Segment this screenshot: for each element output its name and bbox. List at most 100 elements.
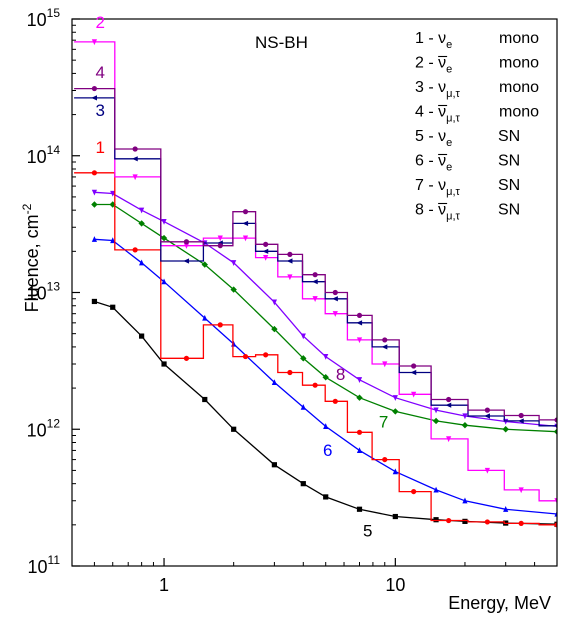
data-point (392, 513, 398, 520)
data-point (91, 298, 98, 305)
data-point (410, 369, 417, 376)
data-point (484, 413, 490, 419)
legend-kind: SN (498, 128, 520, 145)
data-point (322, 374, 329, 381)
y-tick-label: 1011 (28, 553, 61, 577)
curve-label-7: 7 (379, 412, 388, 431)
legend-number: 7 (415, 177, 424, 194)
data-point (323, 353, 329, 360)
series-4 (74, 85, 557, 423)
data-point (332, 398, 338, 404)
legend-dash: - (424, 30, 438, 47)
data-point (110, 304, 116, 310)
legend: 1 - νe mono 2 - νe mono 3 - νμ,τ mono 4 - νμ,τ… (415, 30, 539, 223)
legend-flavor: μ,τ (446, 211, 460, 223)
legend-entry-5: 5 - νe SN (415, 128, 520, 149)
series-7-points (91, 201, 557, 435)
data-point (138, 220, 145, 227)
data-point (518, 412, 524, 419)
y-axis-label-group: Fluence, cm-2 (20, 203, 42, 312)
data-point (432, 417, 440, 425)
y-axis-label-superscript: -2 (20, 203, 34, 214)
legend-entry-text: 3 - νμ,τ mono (415, 79, 539, 100)
data-point (139, 333, 145, 339)
data-point (300, 481, 306, 487)
data-point (553, 428, 557, 435)
data-point (91, 85, 98, 92)
data-point (231, 426, 237, 432)
legend-nu-symbol: ν (438, 79, 446, 96)
curve-label-4: 4 (96, 63, 105, 82)
data-point (300, 333, 306, 340)
legend-kind: SN (498, 177, 520, 194)
legend-entry-7: 7 - νμ,τ SN (415, 177, 520, 198)
data-point (554, 498, 557, 504)
data-point (462, 518, 468, 524)
data-point (263, 352, 269, 358)
data-point (433, 486, 439, 493)
data-point (217, 235, 223, 242)
legend-entry-text: 6 - νe SN (415, 153, 520, 174)
legend-nu-symbol: ν (438, 202, 446, 219)
legend-flavor: e (446, 137, 452, 149)
series-4-points (91, 85, 557, 423)
y-tick-base: 10 (27, 10, 47, 30)
data-point (411, 488, 417, 495)
data-point (110, 190, 116, 197)
y-axis-label-text: Fluence, cm (22, 214, 42, 312)
data-point (323, 494, 329, 500)
data-point (217, 322, 223, 328)
data-point (139, 259, 145, 266)
data-point (411, 363, 417, 369)
y-tick-exponent: 14 (47, 143, 61, 157)
series-8-points (91, 189, 557, 430)
legend-flavor: μ,τ (446, 88, 460, 100)
legend-entry-text: 1 - νe mono (415, 30, 539, 51)
data-point (160, 234, 168, 242)
y-tick-exponent: 11 (48, 553, 61, 567)
legend-number: 8 (415, 202, 424, 219)
legend-dash: - (424, 202, 438, 219)
y-tick-label: 1014 (27, 143, 61, 167)
data-point (271, 325, 278, 333)
data-point (446, 436, 452, 443)
data-point (462, 497, 468, 504)
data-point (183, 239, 190, 245)
series-8 (91, 189, 557, 430)
legend-dash: - (424, 177, 438, 194)
data-point (271, 379, 277, 386)
y-tick-exponent: 12 (47, 416, 61, 430)
data-point (183, 258, 190, 264)
data-point (311, 279, 318, 285)
data-point (411, 391, 417, 398)
legend-flavor: μ,τ (446, 186, 460, 198)
data-point (109, 201, 116, 208)
legend-entry-3: 3 - νμ,τ mono (415, 79, 539, 100)
curve-label-2: 2 (96, 13, 105, 32)
data-point (161, 278, 167, 285)
legend-entry-text: 4 - νμ,τ mono (415, 104, 539, 125)
curve-label-5: 5 (363, 521, 372, 540)
data-point (217, 243, 223, 249)
data-point (445, 402, 452, 408)
data-point (356, 377, 363, 383)
x-tick-label: 1 (159, 575, 169, 595)
y-tick-base: 10 (27, 284, 47, 304)
data-point (356, 429, 363, 435)
y-tick-label: 1012 (27, 416, 61, 440)
data-point (300, 355, 307, 362)
series-2 (74, 39, 557, 504)
data-point (312, 272, 318, 278)
data-point (201, 261, 208, 268)
data-point (91, 201, 98, 208)
chart-title: NS-BH (255, 33, 308, 52)
data-point (484, 467, 490, 474)
legend-entry-text: 2 - νe mono (415, 55, 539, 76)
data-point (433, 407, 439, 414)
plot-frame (71, 18, 558, 567)
data-point (312, 296, 318, 302)
data-point (202, 396, 208, 403)
data-point (300, 403, 306, 410)
data-point (356, 320, 363, 326)
series-5 (91, 298, 557, 527)
